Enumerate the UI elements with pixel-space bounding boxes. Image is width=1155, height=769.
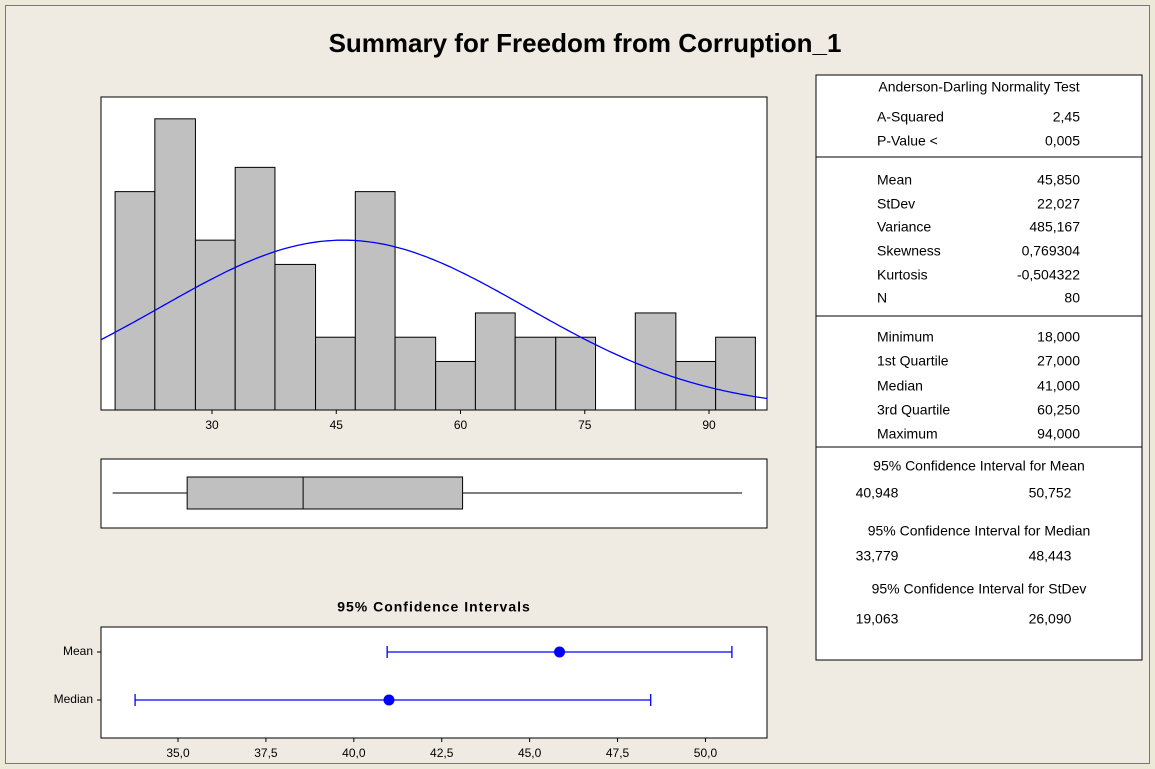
bar <box>474 312 516 411</box>
interval-low: 33,779 <box>856 548 899 564</box>
category-label: Median <box>54 692 93 706</box>
bar <box>634 312 677 411</box>
interval-high: 48,443 <box>1029 548 1072 564</box>
estimate <box>554 646 566 658</box>
interval-header: 95% Confidence Interval for Median <box>868 523 1091 539</box>
title: Summary for Freedom from Corruption_1 <box>329 28 842 58</box>
stat-label: Kurtosis <box>877 267 928 283</box>
category-label: Mean <box>63 644 93 658</box>
stat-value: 485,167 <box>1029 219 1080 235</box>
stat-label: Variance <box>877 219 931 235</box>
stat-label: StDev <box>877 196 915 212</box>
interval-high: 26,090 <box>1029 611 1072 627</box>
stat-label: 1st Quartile <box>877 353 949 369</box>
bar <box>274 263 317 411</box>
stat-label: Maximum <box>877 426 938 442</box>
x-tick-label: 75 <box>578 418 592 432</box>
interval-low: 40,948 <box>856 485 899 501</box>
bar <box>675 360 717 411</box>
stat-value: 94,000 <box>1037 426 1080 442</box>
stat-value: 18,000 <box>1037 329 1080 345</box>
bar <box>394 336 437 411</box>
bar <box>154 118 196 411</box>
stat-label: A-Squared <box>877 109 944 125</box>
stat-value: 27,000 <box>1037 353 1080 369</box>
box <box>186 476 464 510</box>
stat-value: 60,250 <box>1037 402 1080 418</box>
estimate <box>383 694 395 706</box>
stat-value: 45,850 <box>1037 172 1080 188</box>
x-tick-label: 37,5 <box>254 746 278 760</box>
bar <box>194 239 236 411</box>
stats-table <box>815 74 1143 661</box>
section-title: Anderson-Darling Normality Test <box>878 79 1079 95</box>
bar <box>514 336 557 411</box>
x-tick-label: 47,5 <box>606 746 630 760</box>
interval-title: 95% Confidence Intervals <box>337 599 531 615</box>
stat-label: Minimum <box>877 329 934 345</box>
bar <box>315 336 356 411</box>
interval-frame <box>100 626 768 739</box>
x-tick-label: 50,0 <box>694 746 718 760</box>
stat-label: P-Value < <box>877 133 938 149</box>
bar <box>354 191 396 411</box>
interval-low: 19,063 <box>856 611 899 627</box>
interval-header: 95% Confidence Interval for StDev <box>872 581 1087 597</box>
stat-value: 80 <box>1064 290 1080 306</box>
bar <box>234 166 276 411</box>
x-tick-label: 30 <box>205 418 219 432</box>
stat-value: 0,005 <box>1045 133 1080 149</box>
x-tick-label: 45,0 <box>518 746 542 760</box>
x-tick-label: 35,0 <box>166 746 190 760</box>
bar <box>555 336 597 411</box>
x-tick-label: 42,5 <box>430 746 454 760</box>
bar <box>435 360 476 411</box>
bar <box>715 336 756 411</box>
stat-value: 2,45 <box>1053 109 1080 125</box>
stat-value: -0,504322 <box>1017 267 1080 283</box>
stat-value: 0,769304 <box>1022 243 1081 259</box>
x-tick-label: 45 <box>330 418 344 432</box>
stat-value: 22,027 <box>1037 196 1080 212</box>
bar <box>114 191 156 411</box>
interval-high: 50,752 <box>1029 485 1072 501</box>
stat-label: Mean <box>877 172 912 188</box>
stat-label: Median <box>877 378 923 394</box>
stat-value: 41,000 <box>1037 378 1080 394</box>
x-tick-label: 60 <box>454 418 468 432</box>
normal-fit <box>100 239 768 400</box>
stat-label: Skewness <box>877 243 941 259</box>
stat-label: N <box>877 290 887 306</box>
interval-header: 95% Confidence Interval for Mean <box>873 458 1085 474</box>
x-tick-label: 40,0 <box>342 746 366 760</box>
x-tick-label: 90 <box>702 418 716 432</box>
stat-label: 3rd Quartile <box>877 402 950 418</box>
